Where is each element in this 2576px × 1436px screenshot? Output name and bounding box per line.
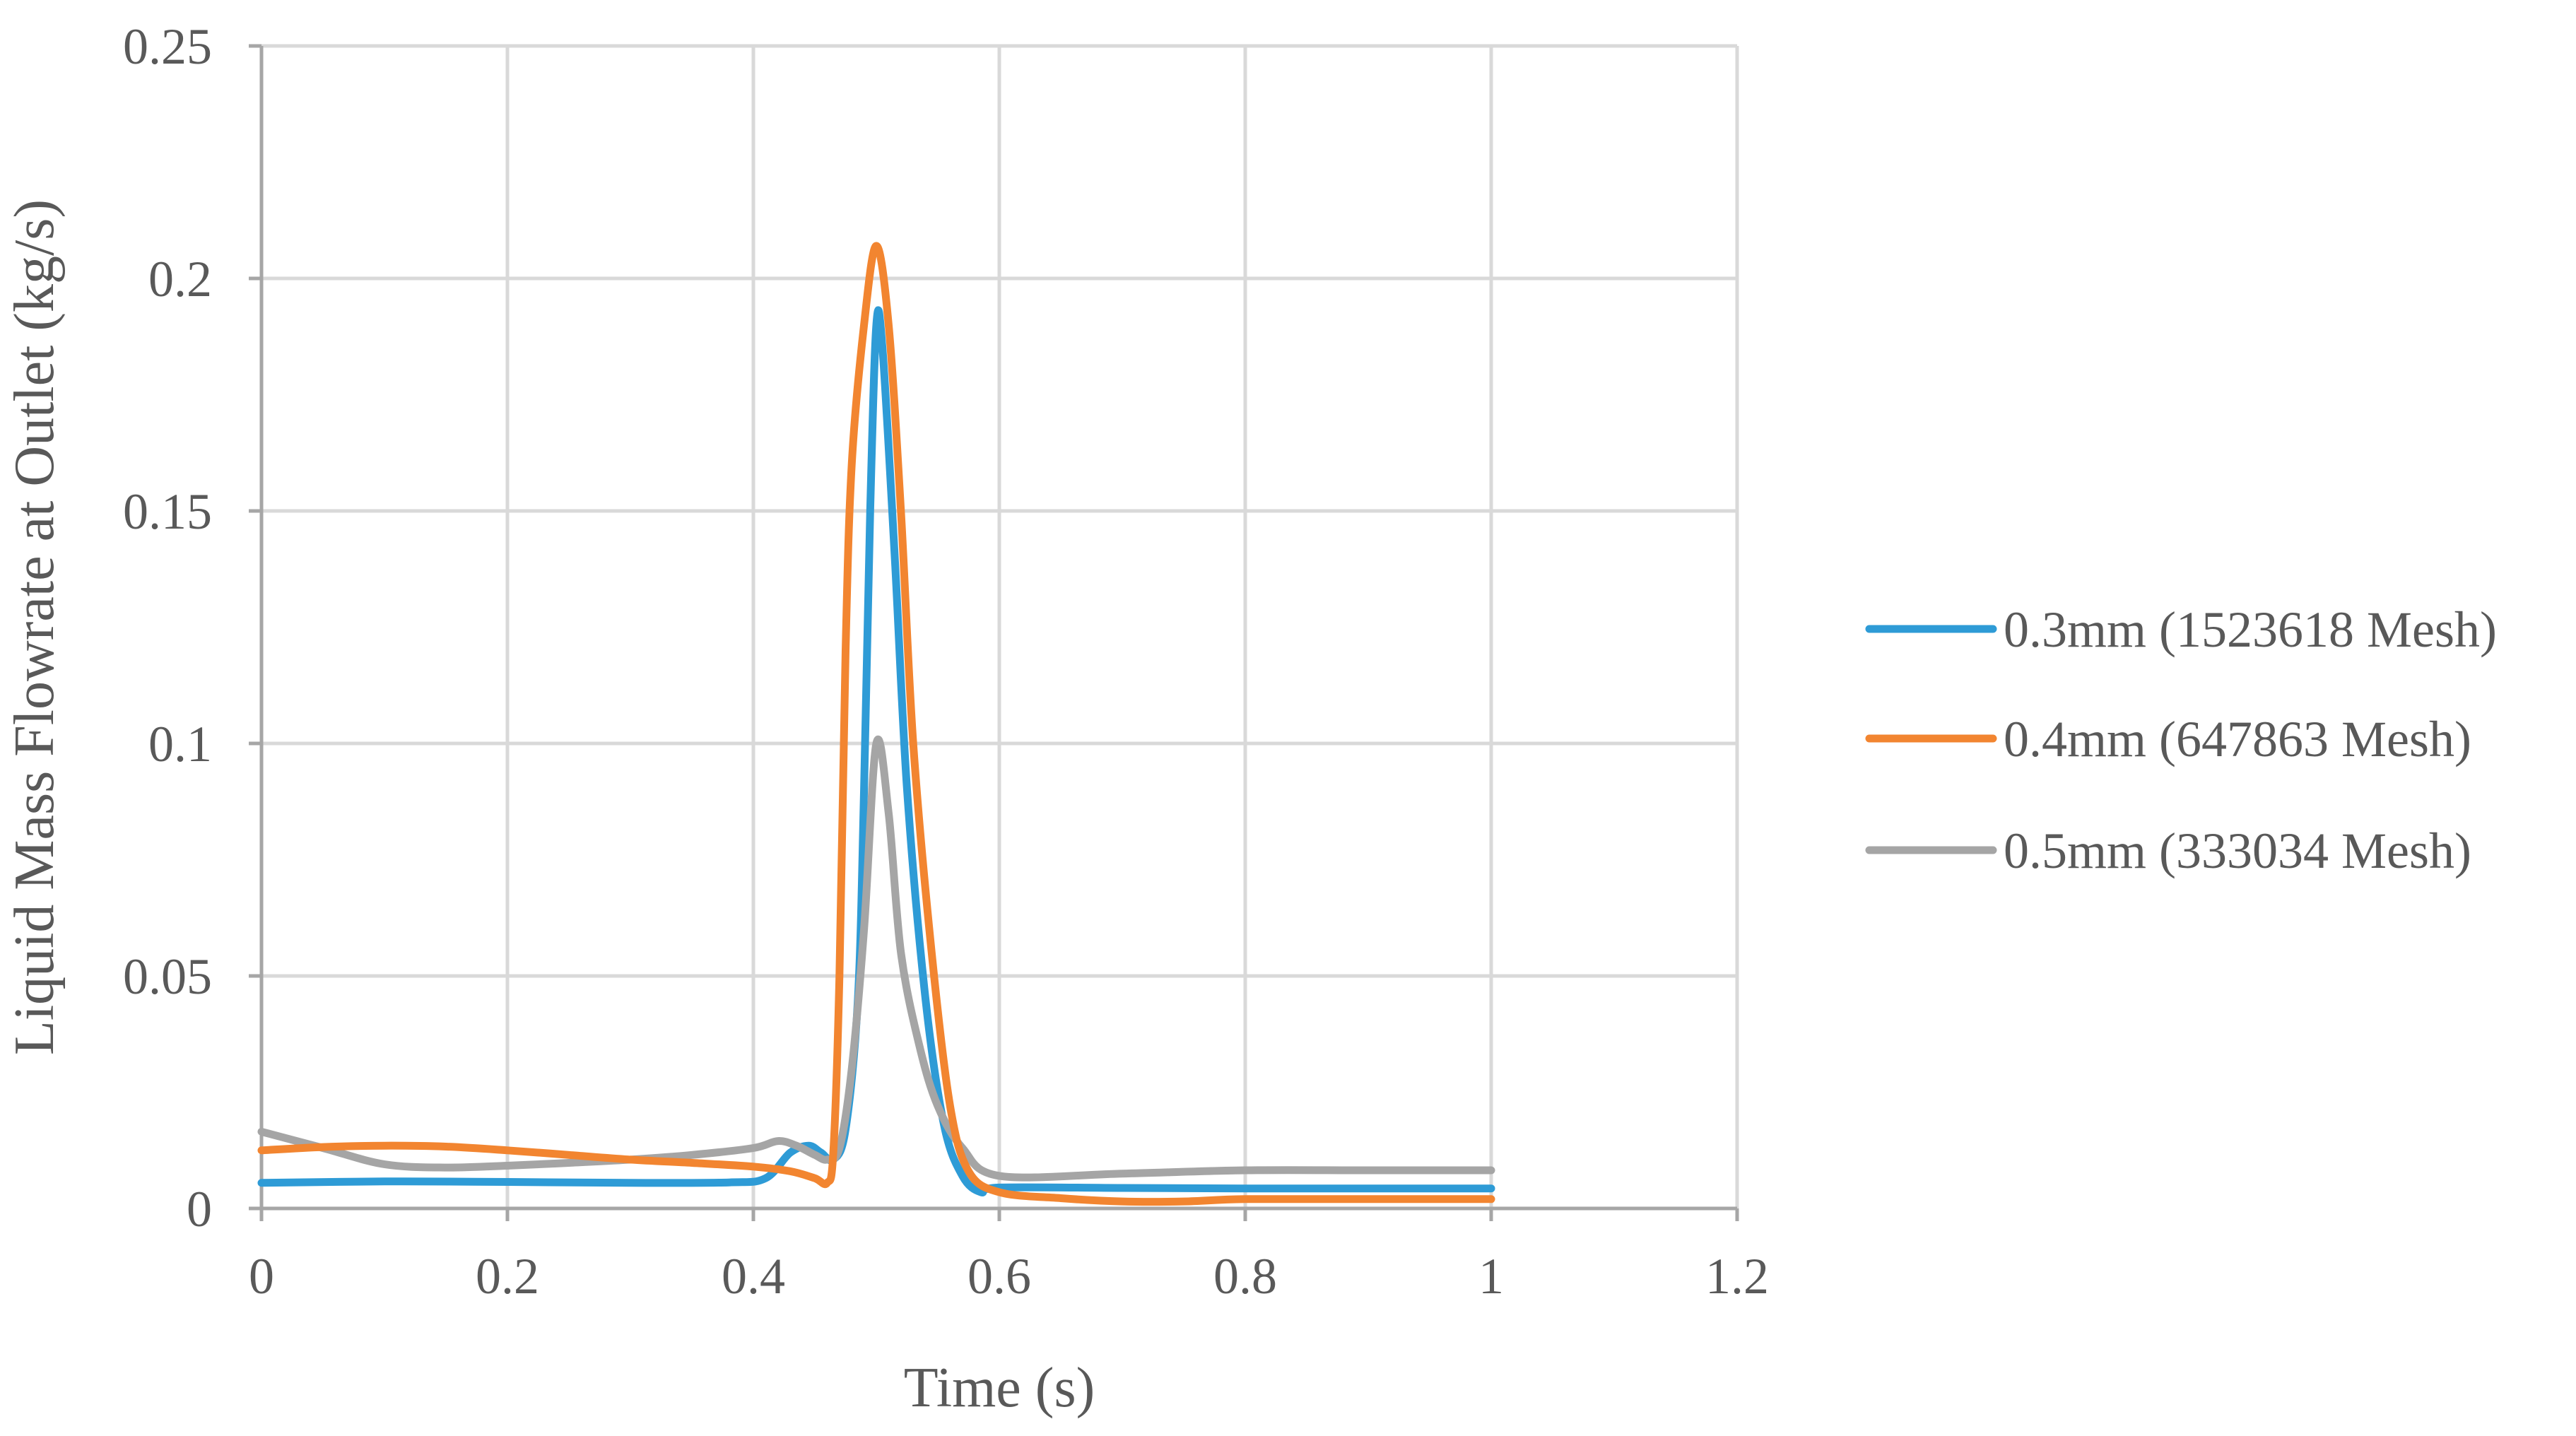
grid <box>261 44 1739 1208</box>
y-tick-label: 0.1 <box>148 716 212 772</box>
x-tick-label: 1 <box>1478 1248 1504 1305</box>
x-tick-label: 0.8 <box>1213 1248 1277 1305</box>
legend-label: 0.3mm (1523618 Mesh) <box>2004 601 2497 658</box>
y-tick-label: 0 <box>187 1181 212 1237</box>
x-axis-title: Time (s) <box>904 1357 1095 1419</box>
x-tick-label: 0.6 <box>968 1248 1031 1305</box>
tick-labels: 0 0.2 0.4 0.6 0.8 1 1.2 0 0.05 0.1 0.15 0.2 0.25 <box>123 18 1769 1305</box>
x-tick-label: 0 <box>249 1248 274 1305</box>
x-tick-label: 1.2 <box>1705 1248 1769 1305</box>
axes <box>249 44 1739 1221</box>
series-line-2 <box>257 242 1495 1206</box>
y-tick-label: 0.25 <box>123 18 212 75</box>
x-tick-label: 0.2 <box>476 1248 539 1305</box>
legend-label: 0.5mm (333034 Mesh) <box>2004 823 2471 879</box>
legend: 0.3mm (1523618 Mesh) 0.4mm (647863 Mesh) 0… <box>1865 601 2497 879</box>
series-line-1 <box>257 306 1495 1196</box>
y-axis-title: Liquid Mass Flowrate at Outlet (kg/s) <box>4 199 66 1055</box>
x-tick-label: 0.4 <box>722 1248 785 1305</box>
y-tick-label: 0.15 <box>123 483 212 540</box>
series-line-3 <box>257 735 1495 1182</box>
series-lines <box>257 242 1495 1206</box>
y-tick-label: 0.05 <box>123 948 212 1005</box>
y-tick-label: 0.2 <box>148 251 212 307</box>
legend-label: 0.4mm (647863 Mesh) <box>2004 711 2471 767</box>
